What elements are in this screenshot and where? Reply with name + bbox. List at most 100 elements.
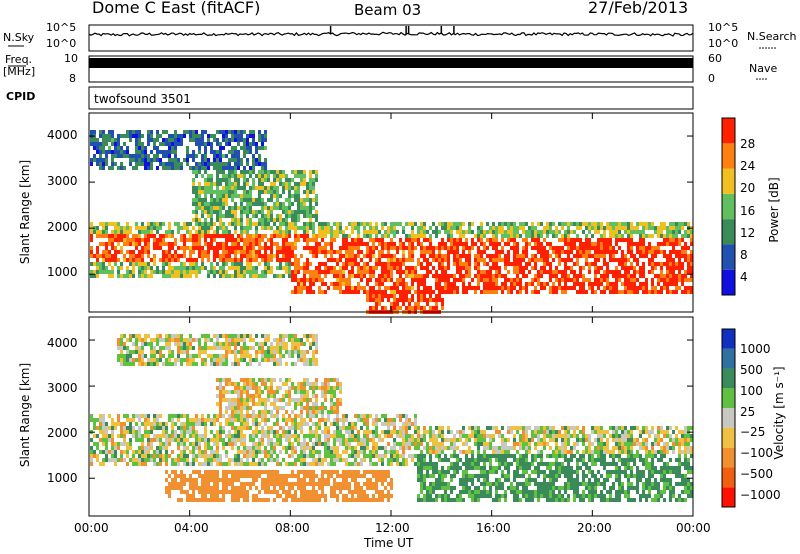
heatmap-cell (198, 462, 201, 466)
heatmap-cell (144, 266, 147, 270)
heatmap-cell (216, 150, 219, 154)
heatmap-cell (228, 222, 231, 226)
heatmap-cell (183, 430, 186, 434)
heatmap-cell (237, 334, 240, 338)
heatmap-cell (288, 430, 291, 434)
heatmap-cell (195, 354, 198, 358)
heatmap-cell (591, 246, 594, 250)
heatmap-cell (177, 258, 180, 262)
heatmap-cell (195, 430, 198, 434)
heatmap-cell (258, 346, 261, 350)
heatmap-cell (330, 226, 333, 230)
heatmap-cell (480, 278, 483, 282)
heatmap-cell (324, 398, 327, 402)
heatmap-cell (618, 258, 621, 262)
heatmap-cell (186, 274, 189, 278)
heatmap-cell (204, 418, 207, 422)
heatmap-cell (159, 158, 162, 162)
heatmap-cell (291, 446, 294, 450)
heatmap-cell (150, 430, 153, 434)
heatmap-cell (183, 262, 186, 266)
heatmap-cell (183, 274, 186, 278)
heatmap-cell (189, 274, 192, 278)
heatmap-cell (246, 406, 249, 410)
heatmap-cell (690, 262, 693, 266)
heatmap-cell (585, 254, 588, 258)
heatmap-cell (339, 254, 342, 258)
heatmap-cell (207, 462, 210, 466)
heatmap-cell (420, 274, 423, 278)
heatmap-cell (324, 422, 327, 426)
heatmap-cell (219, 266, 222, 270)
heatmap-cell (177, 354, 180, 358)
heatmap-cell (240, 266, 243, 270)
heatmap-cell (168, 358, 171, 362)
heatmap-cell (384, 274, 387, 278)
heatmap-cell (351, 286, 354, 290)
heatmap-cell (672, 266, 675, 270)
heatmap-cell (573, 230, 576, 234)
heatmap-cell (294, 334, 297, 338)
heatmap-cell (639, 222, 642, 226)
heatmap-cell (318, 262, 321, 266)
heatmap-cell (282, 474, 285, 478)
heatmap-cell (237, 174, 240, 178)
heatmap-cell (291, 178, 294, 182)
heatmap-cell (228, 382, 231, 386)
heatmap-cell (612, 246, 615, 250)
heatmap-cell (270, 394, 273, 398)
heatmap-cell (285, 434, 288, 438)
heatmap-cell (237, 258, 240, 262)
heatmap-cell (558, 286, 561, 290)
heatmap-cell (174, 362, 177, 366)
heatmap-cell (198, 250, 201, 254)
heatmap-cell (393, 282, 396, 286)
heatmap-cell (162, 274, 165, 278)
heatmap-cell (261, 346, 264, 350)
heatmap-cell (264, 446, 267, 450)
heatmap-cell (270, 210, 273, 214)
heatmap-cell (264, 170, 267, 174)
heatmap-cell (678, 242, 681, 246)
heatmap-cell (186, 222, 189, 226)
heatmap-cell (150, 446, 153, 450)
heatmap-cell (378, 302, 381, 306)
heatmap-cell (357, 262, 360, 266)
heatmap-cell (432, 246, 435, 250)
heatmap-cell (666, 286, 669, 290)
heatmap-cell (426, 290, 429, 294)
heatmap-cell (156, 238, 159, 242)
heatmap-cell (297, 442, 300, 446)
heatmap-cell (327, 258, 330, 262)
heatmap-cell (312, 410, 315, 414)
heatmap-cell (231, 198, 234, 202)
heatmap-cell (216, 450, 219, 454)
heatmap-cell (303, 342, 306, 346)
heatmap-cell (219, 410, 222, 414)
heatmap-cell (270, 478, 273, 482)
heatmap-cell (165, 250, 168, 254)
heatmap-cell (240, 222, 243, 226)
heatmap-cell (234, 246, 237, 250)
heatmap-cell (216, 358, 219, 362)
heatmap-cell (633, 274, 636, 278)
heatmap-cell (252, 434, 255, 438)
heatmap-cell (303, 170, 306, 174)
heatmap-cell (498, 250, 501, 254)
heatmap-cell (117, 418, 120, 422)
heatmap-cell (138, 146, 141, 150)
heatmap-cell (318, 454, 321, 458)
heatmap-cell (501, 246, 504, 250)
heatmap-cell (288, 254, 291, 258)
heatmap-cell (414, 302, 417, 306)
heatmap-cell (222, 138, 225, 142)
heatmap-cell (225, 378, 228, 382)
heatmap-cell (477, 230, 480, 234)
heatmap-cell (372, 274, 375, 278)
heatmap-cell (660, 266, 663, 270)
heatmap-cell (252, 430, 255, 434)
heatmap-cell (243, 338, 246, 342)
heatmap-cell (90, 238, 93, 242)
heatmap-cell (309, 170, 312, 174)
heatmap-cell (147, 166, 150, 170)
